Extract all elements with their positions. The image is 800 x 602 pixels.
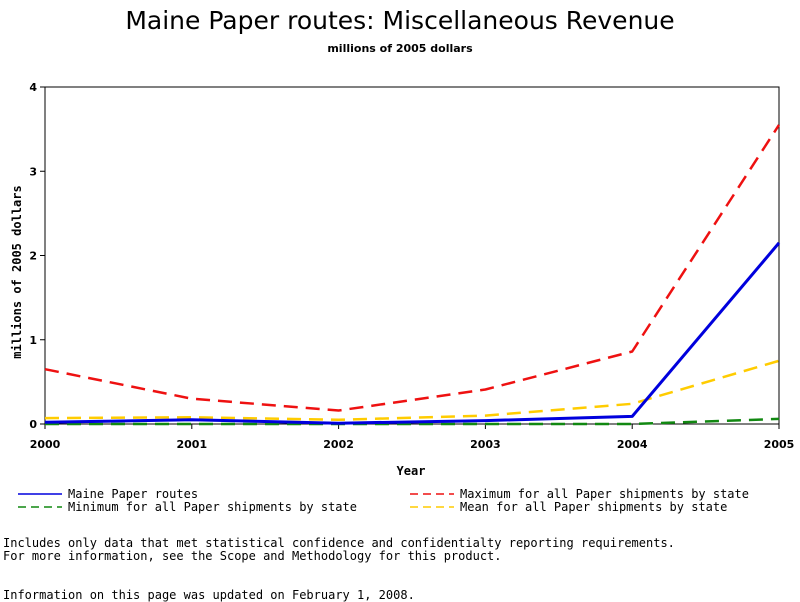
- x-tick-label: 2001: [176, 438, 207, 451]
- legend: Maine Paper routes Maximum for all Paper …: [18, 487, 749, 514]
- series-line-2: [45, 417, 780, 426]
- note-updated: Information on this page was updated on …: [3, 588, 415, 602]
- x-tick-label: 2005: [764, 438, 795, 451]
- y-tick-label: 1: [29, 334, 37, 347]
- y-tick-label: 2: [29, 250, 37, 263]
- y-tick-label: 3: [29, 165, 37, 178]
- chart-subtitle: millions of 2005 dollars: [327, 42, 473, 55]
- series-lines: [44, 124, 781, 426]
- x-tick-label: 2004: [617, 438, 648, 451]
- x-tick-label: 2000: [30, 438, 61, 451]
- legend-label-1: Maximum for all Paper shipments by state: [460, 487, 749, 501]
- y-tick-label: 4: [29, 81, 37, 94]
- chart-title: Maine Paper routes: Miscellaneous Revenu…: [125, 6, 675, 35]
- x-axis-label: Year: [397, 464, 426, 478]
- legend-label-2: Minimum for all Paper shipments by state: [68, 500, 357, 514]
- series-line-3: [44, 359, 780, 422]
- note-confidence: Includes only data that met statistical …: [3, 536, 675, 550]
- note-methodology: For more information, see the Scope and …: [3, 549, 502, 563]
- series-line-0: [44, 241, 781, 425]
- legend-label-0: Maine Paper routes: [68, 487, 198, 501]
- y-tick-label: 0: [29, 418, 37, 431]
- y-axis-label: millions of 2005 dollars: [10, 185, 24, 358]
- series-line-1: [44, 124, 781, 412]
- axis-ticks: 2000 2001 2002 2003 2004 2005 0 1 2 3 4: [29, 81, 794, 451]
- legend-label-3: Mean for all Paper shipments by state: [460, 500, 727, 514]
- x-tick-label: 2003: [470, 438, 501, 451]
- x-tick-label: 2002: [323, 438, 354, 451]
